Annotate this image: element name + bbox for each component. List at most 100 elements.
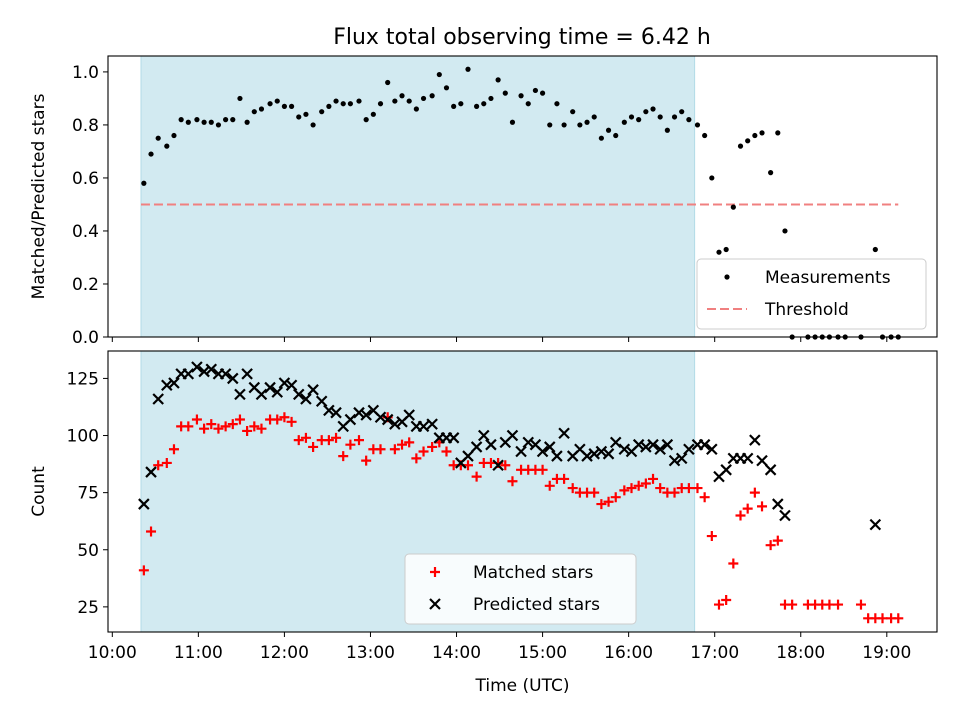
measurement-point xyxy=(230,117,236,123)
predicted-stars-point xyxy=(647,438,659,451)
matched-stars-point xyxy=(893,613,904,624)
matched-stars-point xyxy=(507,476,518,487)
measurement-point xyxy=(768,170,774,176)
predicted-stars-point xyxy=(551,450,563,462)
measurement-point xyxy=(148,151,154,157)
matched-stars-point xyxy=(500,460,511,471)
matched-stars-point xyxy=(183,421,194,432)
matched-stars-point xyxy=(338,451,349,462)
predicted-stars-point xyxy=(271,386,284,398)
predicted-stars-point xyxy=(292,388,305,401)
measurement-point xyxy=(171,132,177,139)
predicted-stars-point xyxy=(138,498,150,510)
predicted-stars-point xyxy=(307,384,319,396)
matched-stars-point xyxy=(227,419,238,430)
measurement-point xyxy=(281,103,288,109)
legend-label: Threshold xyxy=(764,300,849,320)
measurement-point xyxy=(340,101,346,107)
measurement-point xyxy=(201,119,207,125)
y-tick-label: 125 xyxy=(67,369,99,389)
matched-stars-point xyxy=(596,499,607,510)
predicted-stars-point xyxy=(772,498,784,510)
predicted-stars-point xyxy=(219,368,232,380)
measurement-point xyxy=(481,101,487,107)
predicted-stars-point xyxy=(741,452,754,465)
y-tick-label: 25 xyxy=(77,598,99,618)
matched-stars-point xyxy=(537,464,548,475)
predicted-stars-point xyxy=(632,438,645,451)
predicted-stars-point xyxy=(227,372,239,385)
measurement-point xyxy=(716,249,722,255)
matched-stars-point xyxy=(138,565,149,576)
predicted-stars-point xyxy=(485,438,497,451)
measurement-point xyxy=(194,117,200,123)
matched-stars-point xyxy=(308,441,319,452)
measurement-point xyxy=(628,114,635,120)
bottom-panel-counts: 25 50 75 100 125 10:00 11:00 12:00 13:00 14:00 15:… xyxy=(29,350,938,696)
legend-box xyxy=(404,553,637,625)
predicted-stars-point xyxy=(749,434,761,446)
matched-stars-point xyxy=(471,471,482,482)
measurement-point xyxy=(539,90,546,96)
measurement-point xyxy=(643,109,649,115)
matched-stars-point xyxy=(331,432,342,443)
measurement-point xyxy=(429,93,435,99)
measurement-point xyxy=(385,79,391,86)
x-tick-label: 11:00 xyxy=(174,643,223,663)
predicted-stars-point xyxy=(381,413,394,426)
measurement-point xyxy=(694,122,701,128)
measurement-point xyxy=(208,119,214,125)
predicted-stars-point xyxy=(168,377,180,389)
measurement-point xyxy=(237,95,243,102)
legend-marker-matched xyxy=(430,567,440,577)
matched-stars-point xyxy=(397,439,408,450)
measurement-point xyxy=(584,119,590,125)
predicted-stars-point xyxy=(602,448,615,460)
x-tick-label: 14:00 xyxy=(432,643,481,663)
matched-stars-point xyxy=(256,423,267,434)
x-tick-label: 10:00 xyxy=(88,643,137,663)
measurement-point xyxy=(532,87,539,94)
measurement-point xyxy=(370,111,376,117)
predicted-stars-point xyxy=(315,395,328,408)
matched-stars-point xyxy=(728,558,739,569)
matched-stars-point xyxy=(293,435,304,446)
predicted-stars-point xyxy=(706,443,718,456)
measurement-point xyxy=(363,117,369,123)
measurement-point xyxy=(664,127,670,133)
legend-marker-measurements xyxy=(724,274,730,280)
measurement-point xyxy=(502,90,508,96)
matched-stars-point xyxy=(279,412,290,423)
legend-box xyxy=(696,258,927,330)
measurement-point xyxy=(288,103,295,109)
predicted-stars-point xyxy=(470,441,483,453)
x-tick-label: 17:00 xyxy=(690,643,739,663)
predicted-stars-point xyxy=(374,411,387,424)
matched-stars-point xyxy=(418,446,429,457)
top-panel-ratio: 0.0 0.2 0.4 0.6 0.8 1.0 Matched/Predicted star… xyxy=(29,55,938,348)
matched-stars-point xyxy=(220,421,231,432)
x-tick-label: 13:00 xyxy=(346,643,395,663)
predicted-stars-point xyxy=(683,443,695,456)
measurement-point xyxy=(509,119,516,125)
predicted-stars-point xyxy=(536,445,549,458)
legend: Measurements Threshold xyxy=(696,258,927,330)
matched-stars-point xyxy=(146,526,157,537)
matched-stars-point xyxy=(713,599,724,610)
measurement-point xyxy=(377,101,384,107)
measurement-point xyxy=(745,138,751,144)
y-tick-label: 0.4 xyxy=(72,222,99,242)
measurement-point xyxy=(621,119,627,125)
predicted-stars-point xyxy=(417,420,430,433)
measurement-point xyxy=(613,132,619,139)
predicted-stars-point xyxy=(869,518,882,531)
predicted-stars-point xyxy=(285,379,298,392)
matched-stars-point xyxy=(389,444,400,455)
matched-stars-point xyxy=(353,435,364,446)
measurement-point xyxy=(451,103,457,109)
matched-stars-point xyxy=(199,423,210,434)
predicted-stars-point xyxy=(756,454,768,467)
predicted-stars-point xyxy=(278,377,291,389)
measurement-point xyxy=(474,103,480,109)
